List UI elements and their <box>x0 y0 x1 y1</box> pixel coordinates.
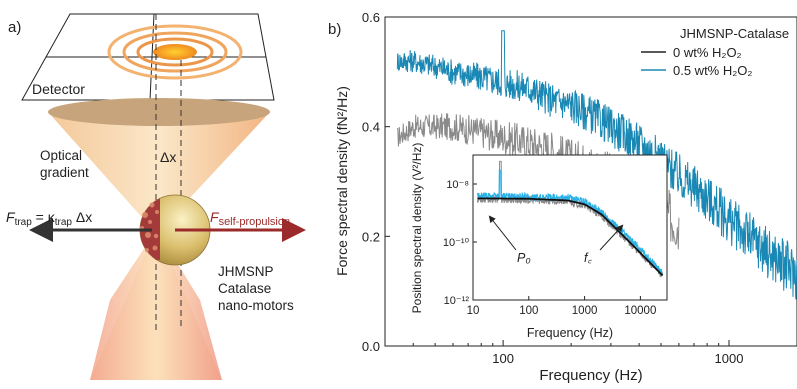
beam-top-face <box>48 98 270 126</box>
optical-gradient-line2: gradient <box>40 165 89 180</box>
inset-x-tick-label: 10000 <box>624 305 656 317</box>
inset-y-tick-label: 10⁻⁸ <box>446 179 469 191</box>
detector-spot <box>153 44 197 60</box>
annotation-p0: P₀ <box>517 251 531 265</box>
main-y-axis-label: Force spectral density (fN²/Hz) <box>334 86 350 276</box>
legend-entry-0: 0 wt% H₂O₂ <box>673 45 742 60</box>
main-y-tick-label: 0.0 <box>362 339 380 354</box>
inset-y-axis-label: Position spectral density (V²/Hz) <box>410 143 424 314</box>
legend-title: JHMSNP-Catalase <box>680 26 789 41</box>
inset-axes: 10 100 1000 10000 10⁻⁸ 10⁻¹⁰ 10⁻¹² <box>443 179 656 317</box>
main-series-1 <box>396 30 797 300</box>
main-axes: 0.0 0.2 0.4 0.6 100 1000 <box>362 10 797 366</box>
detector-rings <box>107 24 243 80</box>
inset-series-2 <box>477 197 664 277</box>
main-y-tick-label: 0.6 <box>362 10 380 25</box>
main-plot-frame <box>384 16 797 347</box>
panel-a-label: a) <box>8 19 21 36</box>
inset-series-0 <box>476 160 664 278</box>
inset-chart: 10 100 1000 10000 10⁻⁸ 10⁻¹⁰ 10⁻¹² Frequency (… <box>410 143 668 340</box>
optical-gradient-line1: Optical <box>40 148 82 163</box>
inset-x-tick-label: 10 <box>467 305 480 317</box>
inset-frame <box>472 154 668 301</box>
inset-x-axis-label: Frequency (Hz) <box>527 326 613 340</box>
motor-label-line1: JHMSNP <box>218 264 274 279</box>
main-y-tick-label: 0.2 <box>362 229 380 244</box>
motor-label-line2: Catalase <box>218 281 271 296</box>
inset-x-tick-label: 100 <box>519 305 538 317</box>
main-y-tick-label: 0.4 <box>362 120 380 135</box>
detector-label: Detector <box>32 81 85 97</box>
main-x-tick-label: 100 <box>492 351 514 366</box>
trap-force-label: Ftrap = κtrap Δx <box>6 209 92 228</box>
propulsion-force-label: Fself-propulsion <box>210 209 290 228</box>
main-x-axis-label: Frequency (Hz) <box>539 367 642 384</box>
panel-b: b) 0.0 0.2 0.4 0.6 100 1000 Frequency (Hz) Fo… <box>328 10 797 384</box>
inset-x-tick-label: 1000 <box>572 305 598 317</box>
annotation-p0-arrow <box>488 215 517 251</box>
legend: JHMSNP-Catalase 0 wt% H₂O₂ 0.5 wt% H₂O₂ <box>641 26 789 78</box>
panel-b-label: b) <box>328 21 341 38</box>
motor-label-line3: nano-motors <box>218 298 294 313</box>
panel-a: a) Detector Δx Optical gradient <box>6 13 306 380</box>
legend-entry-1: 0.5 wt% H₂O₂ <box>673 63 752 78</box>
inset-y-tick-label: 10⁻¹⁰ <box>443 237 470 249</box>
annotation-fc: f꜀ <box>584 251 592 265</box>
delta-x-label: Δx <box>160 149 176 165</box>
inset-y-tick-label: 10⁻¹² <box>444 295 470 307</box>
main-x-tick-label: 1000 <box>715 351 744 366</box>
inset-series-group <box>476 160 664 278</box>
annotation-fc-arrow <box>599 224 624 251</box>
